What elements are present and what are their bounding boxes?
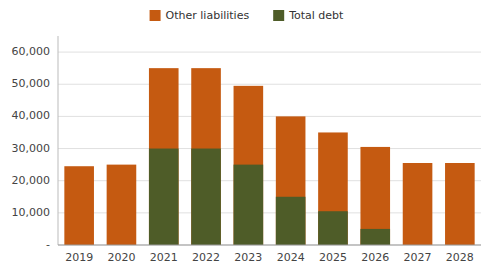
y-tick-label: 20,000 — [12, 174, 51, 187]
y-tick-label: 10,000 — [12, 206, 51, 219]
y-tick-label: 60,000 — [12, 45, 51, 58]
legend-swatch — [150, 10, 161, 21]
chart-container: - 10,000 20,000 30,000 40,000 50,000 60,000 201… — [0, 0, 493, 273]
bar — [64, 166, 94, 245]
bar — [149, 149, 179, 245]
bar — [234, 86, 264, 245]
x-tick-label: 2019 — [65, 251, 93, 264]
bar — [318, 132, 348, 245]
grid-line — [58, 148, 481, 149]
grid-line — [58, 52, 481, 53]
bar — [360, 229, 390, 245]
bar — [234, 165, 264, 245]
bar — [191, 149, 221, 245]
y-tick-label: - — [46, 238, 50, 251]
chart: - 10,000 20,000 30,000 40,000 50,000 60,000 201… — [0, 0, 493, 273]
grid-line — [58, 84, 481, 85]
legend-swatch — [273, 10, 284, 21]
x-tick-label: 2026 — [361, 251, 389, 264]
x-tick-label: 2027 — [404, 251, 432, 264]
x-tick-label: 2023 — [234, 251, 262, 264]
y-tick-label: 50,000 — [12, 77, 51, 90]
x-tick-label: 2025 — [319, 251, 347, 264]
bar — [403, 163, 433, 245]
bar — [318, 211, 348, 245]
bar — [276, 197, 306, 245]
legend: Other liabilities Total debt — [150, 9, 345, 22]
grid-line — [58, 245, 481, 246]
x-tick-label: 2022 — [192, 251, 220, 264]
legend-item: Total debt — [273, 9, 344, 22]
bar — [191, 68, 221, 245]
y-axis-line — [58, 36, 59, 245]
bar — [276, 116, 306, 245]
x-tick-label: 2024 — [277, 251, 305, 264]
legend-label: Other liabilities — [166, 9, 250, 22]
bar — [360, 147, 390, 245]
grid-line — [58, 116, 481, 117]
x-tick-label: 2021 — [150, 251, 178, 264]
bar — [149, 68, 179, 245]
legend-label: Total debt — [288, 9, 344, 22]
legend-item: Other liabilities — [150, 9, 250, 22]
x-axis-line — [58, 245, 481, 246]
bar — [445, 163, 475, 245]
bar — [107, 165, 137, 245]
x-tick-label: 2020 — [107, 251, 135, 264]
y-tick-label: 30,000 — [12, 142, 51, 155]
x-tick-label: 2028 — [446, 251, 474, 264]
bars — [64, 68, 474, 245]
y-tick-label: 40,000 — [12, 109, 51, 122]
